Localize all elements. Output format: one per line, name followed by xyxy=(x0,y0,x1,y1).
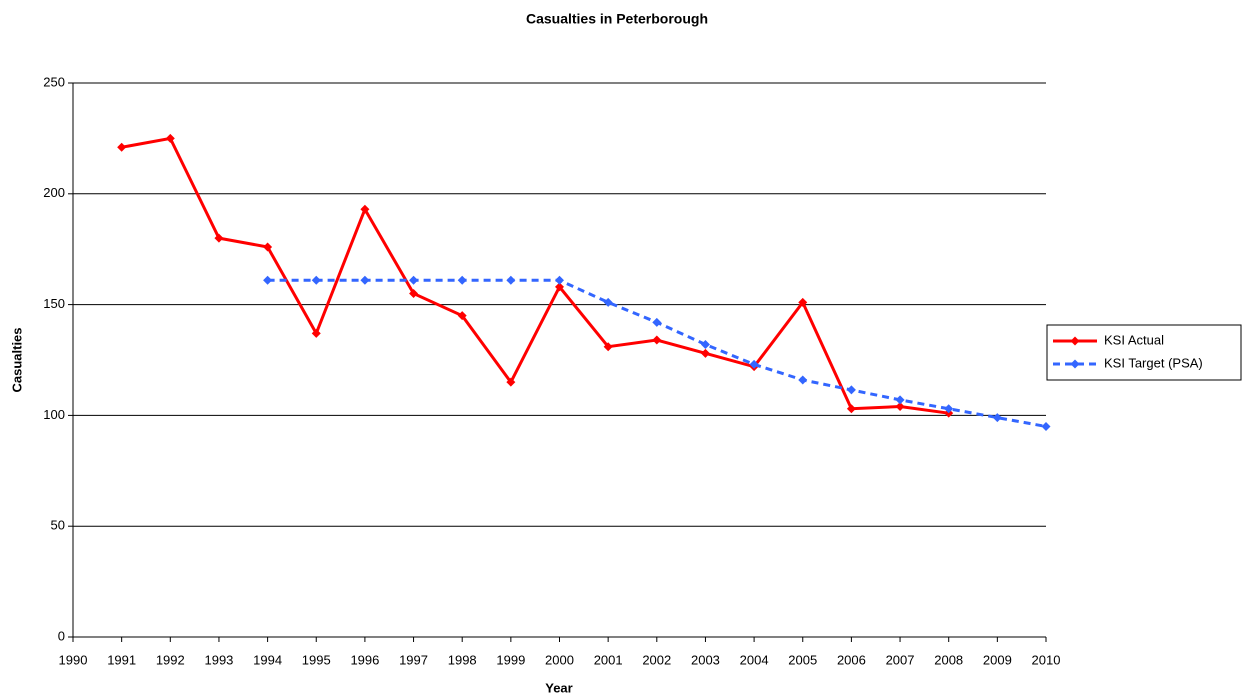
data-point xyxy=(409,289,419,299)
x-tick-label: 1993 xyxy=(204,652,233,667)
y-tick-label: 100 xyxy=(43,407,65,422)
x-tick-label: 2007 xyxy=(886,652,915,667)
x-tick-label: 2006 xyxy=(837,652,866,667)
y-tick-label: 150 xyxy=(43,296,65,311)
chart-title: Casualties in Peterborough xyxy=(526,11,708,27)
x-tick-label: 1998 xyxy=(448,652,477,667)
x-tick-label: 2001 xyxy=(594,652,623,667)
x-tick-label: 2002 xyxy=(642,652,671,667)
data-point xyxy=(603,342,613,352)
x-tick-label: 1994 xyxy=(253,652,282,667)
y-tick-label: 200 xyxy=(43,185,65,200)
data-point xyxy=(652,317,662,327)
data-point xyxy=(263,275,273,285)
data-point xyxy=(214,233,224,243)
x-tick-label: 2003 xyxy=(691,652,720,667)
data-point xyxy=(749,359,759,369)
x-tick-label: 1999 xyxy=(496,652,525,667)
data-point xyxy=(117,142,127,152)
y-tick-label: 50 xyxy=(51,518,65,533)
y-tick-label: 0 xyxy=(58,628,65,643)
data-point xyxy=(652,335,662,345)
data-point xyxy=(409,275,419,285)
data-point xyxy=(555,275,564,285)
data-point xyxy=(700,339,710,349)
data-point xyxy=(555,282,564,292)
series-line xyxy=(121,136,949,415)
data-point xyxy=(700,348,710,358)
data-point xyxy=(846,404,856,414)
x-tick-label: 1997 xyxy=(399,652,428,667)
data-point xyxy=(311,275,321,285)
data-point xyxy=(895,395,905,405)
x-tick-label: 2004 xyxy=(740,652,769,667)
x-tick-label: 2009 xyxy=(983,652,1012,667)
x-axis-label: Year xyxy=(545,680,572,695)
data-point xyxy=(311,328,321,338)
x-tick-label: 1992 xyxy=(156,652,185,667)
legend-marker xyxy=(1070,359,1080,369)
data-point xyxy=(360,204,370,214)
x-tick-label: 2008 xyxy=(934,652,963,667)
y-tick-label: 250 xyxy=(43,74,65,89)
x-tick-label: 1995 xyxy=(302,652,331,667)
y-axis-label: Casualties xyxy=(9,327,24,392)
data-point xyxy=(603,297,613,307)
legend-label: KSI Actual xyxy=(1104,332,1164,347)
x-tick-label: 1991 xyxy=(107,652,136,667)
data-point xyxy=(798,375,808,385)
data-point xyxy=(944,404,954,414)
legend-box xyxy=(1046,324,1242,381)
x-tick-label: 1990 xyxy=(59,652,88,667)
data-point xyxy=(798,297,808,307)
data-point xyxy=(457,311,467,321)
legend-marker xyxy=(1070,336,1080,346)
data-point xyxy=(506,275,516,285)
x-tick-label: 1996 xyxy=(350,652,379,667)
data-point xyxy=(165,133,175,143)
data-point xyxy=(263,242,273,252)
data-point xyxy=(992,413,1002,423)
data-point xyxy=(457,275,467,285)
series-line xyxy=(267,278,1047,428)
data-point xyxy=(506,377,516,387)
legend-label: KSI Target (PSA) xyxy=(1104,355,1203,370)
data-point xyxy=(1041,421,1051,431)
x-tick-label: 2000 xyxy=(545,652,574,667)
data-point xyxy=(895,402,905,412)
x-tick-label: 2010 xyxy=(1032,652,1061,667)
data-point xyxy=(360,275,370,285)
x-tick-label: 2005 xyxy=(788,652,817,667)
data-point xyxy=(846,385,856,395)
